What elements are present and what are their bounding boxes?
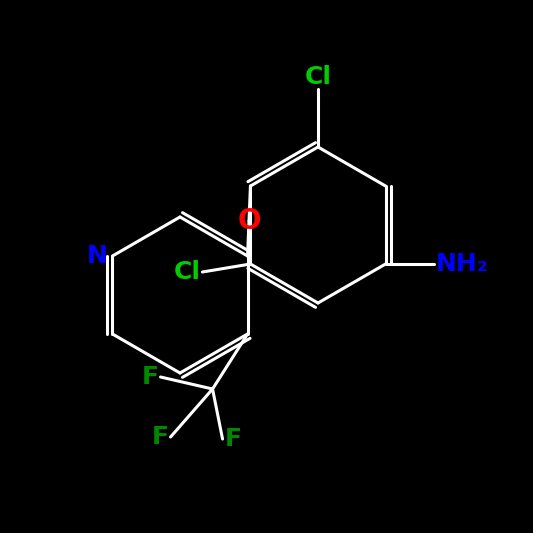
- Text: F: F: [142, 365, 158, 389]
- Text: Cl: Cl: [173, 260, 200, 284]
- Text: N: N: [86, 244, 108, 268]
- Text: O: O: [237, 207, 261, 235]
- Text: F: F: [224, 427, 241, 451]
- Text: F: F: [151, 425, 168, 449]
- Text: NH₂: NH₂: [435, 252, 488, 276]
- Text: Cl: Cl: [304, 65, 332, 89]
